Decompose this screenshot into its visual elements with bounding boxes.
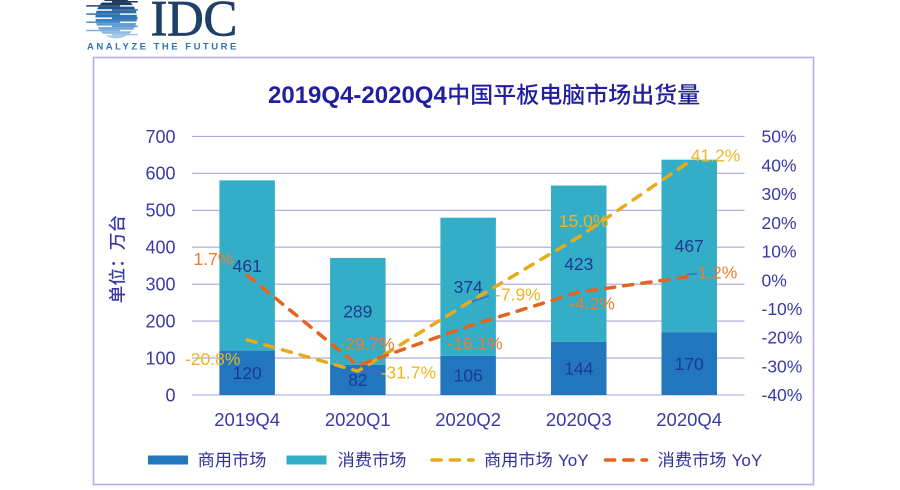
svg-text:2019Q4-2020Q4: 2019Q4-2020Q4 (268, 82, 447, 109)
svg-text:2019Q4: 2019Q4 (214, 409, 280, 430)
svg-text:-20.8%: -20.8% (185, 349, 240, 369)
svg-text:-40%: -40% (762, 385, 803, 405)
svg-text:100: 100 (145, 349, 175, 369)
svg-text:-4.2%: -4.2% (569, 293, 615, 313)
svg-text:500: 500 (145, 201, 175, 221)
svg-text:15.0%: 15.0% (559, 211, 609, 231)
svg-text:-31.7%: -31.7% (381, 362, 436, 382)
svg-text:IDC: IDC (151, 0, 237, 47)
svg-text:170: 170 (675, 354, 704, 374)
svg-text:50%: 50% (762, 127, 797, 147)
svg-text:YoY: YoY (558, 451, 589, 470)
svg-text:2020Q3: 2020Q3 (546, 409, 612, 430)
svg-text:20%: 20% (762, 213, 797, 233)
svg-text:120: 120 (233, 363, 262, 383)
svg-text:400: 400 (145, 238, 175, 258)
svg-text:82: 82 (348, 370, 367, 390)
svg-text:374: 374 (454, 277, 483, 297)
svg-text:700: 700 (145, 127, 175, 147)
svg-text:2020Q2: 2020Q2 (435, 409, 501, 430)
svg-text:300: 300 (145, 275, 175, 295)
svg-text:-30%: -30% (762, 357, 803, 377)
svg-text:600: 600 (145, 164, 175, 184)
svg-text:0: 0 (165, 385, 175, 405)
svg-text:-20%: -20% (762, 328, 803, 348)
svg-text:0%: 0% (762, 270, 787, 290)
svg-text:467: 467 (675, 236, 704, 256)
svg-text:2020Q1: 2020Q1 (325, 409, 391, 430)
svg-text:106: 106 (454, 366, 483, 386)
svg-text:423: 423 (564, 254, 593, 274)
svg-text:YoY: YoY (732, 451, 763, 470)
svg-text:1.7%: 1.7% (194, 249, 234, 269)
svg-text:-29.7%: -29.7% (339, 334, 394, 354)
svg-text:289: 289 (343, 302, 372, 322)
svg-text:41.2%: 41.2% (691, 145, 741, 165)
svg-text:200: 200 (145, 312, 175, 332)
svg-text:144: 144 (564, 359, 593, 379)
svg-text:461: 461 (233, 256, 262, 276)
svg-text:ANALYZE THE FUTURE: ANALYZE THE FUTURE (87, 42, 239, 53)
svg-text:10%: 10% (762, 242, 797, 262)
svg-text:-10%: -10% (762, 299, 803, 319)
svg-text:-16.1%: -16.1% (447, 333, 502, 353)
svg-text:2020Q4: 2020Q4 (656, 409, 722, 430)
svg-text:40%: 40% (762, 155, 797, 175)
svg-text:-7.9%: -7.9% (495, 284, 541, 304)
svg-text:1.2%: 1.2% (697, 263, 737, 283)
svg-text:30%: 30% (762, 184, 797, 204)
